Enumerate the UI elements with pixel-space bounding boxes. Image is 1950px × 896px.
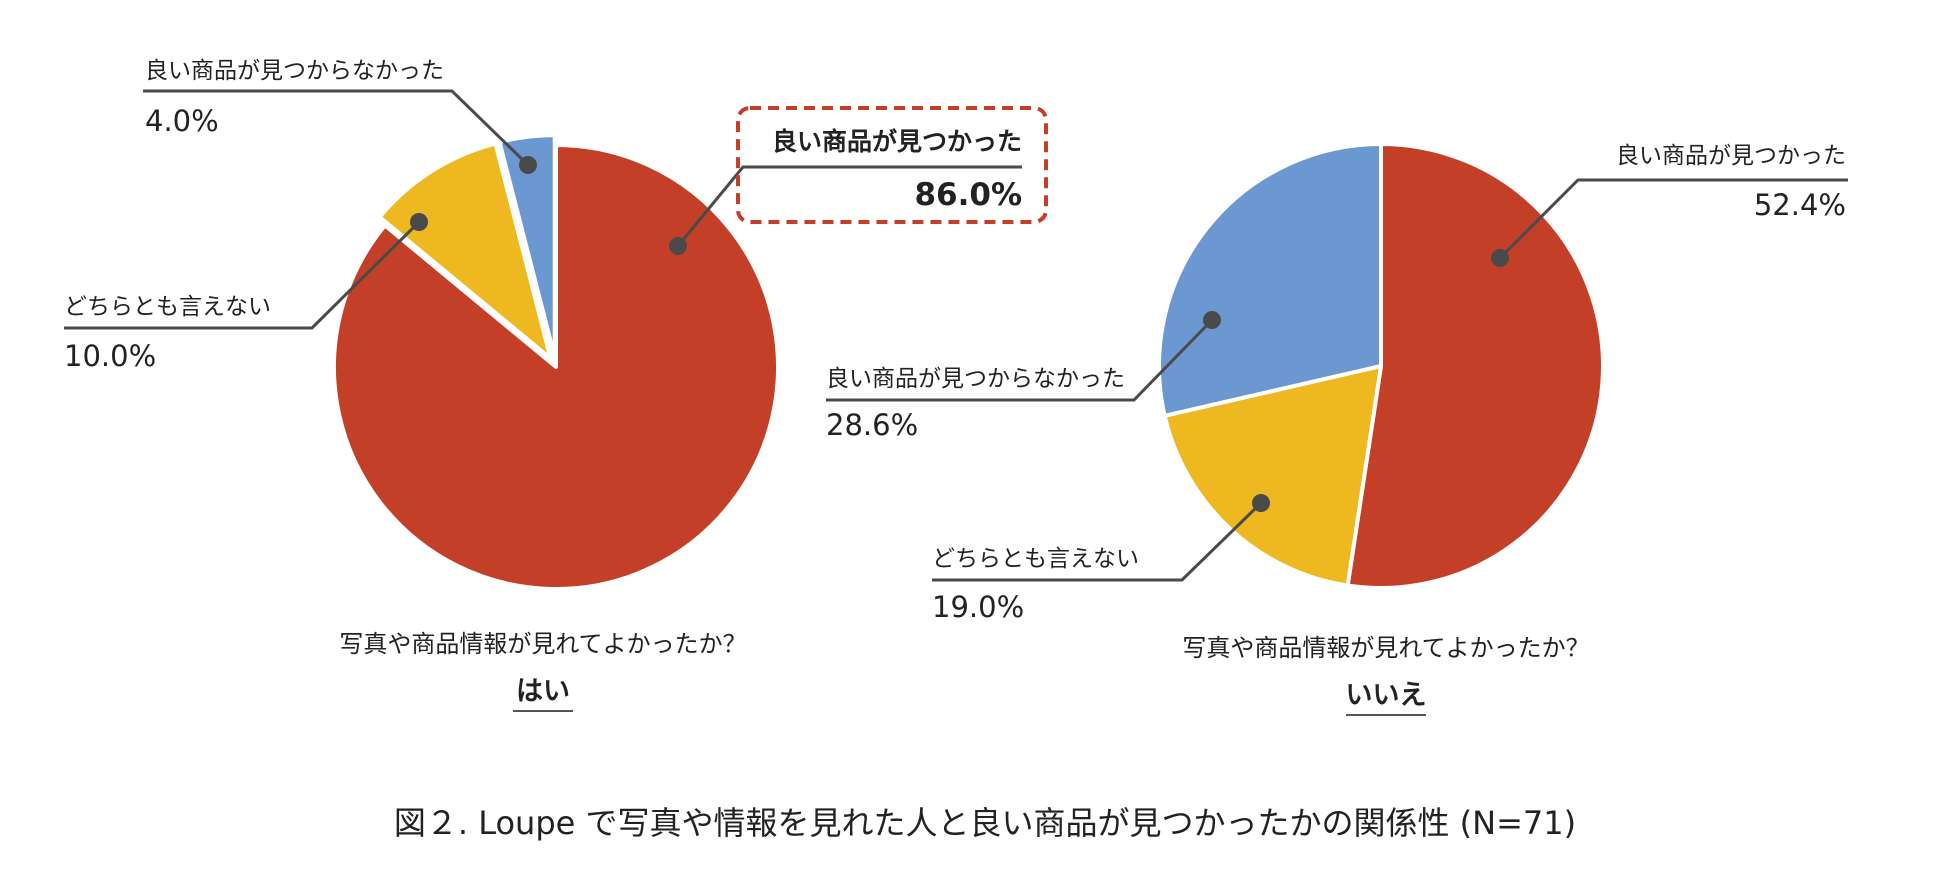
question-yes: 写真や商品情報が見れてよかったか？ xyxy=(339,630,746,658)
slice-value-neutral-yes: 10.0% xyxy=(64,339,156,373)
slice-label-neutral-yes: どちらとも言えない xyxy=(64,294,271,320)
slice-label-found-no: 良い商品が見つかった xyxy=(1616,143,1846,169)
pie-slice-found-no xyxy=(1345,142,1605,590)
highlight-box xyxy=(736,106,1048,224)
pie-slice-notfound-no xyxy=(1157,142,1383,418)
leader-dot-found-yes xyxy=(669,237,687,255)
answer-yes: はい xyxy=(516,676,570,707)
slice-label-notfound-yes: 良い商品が見つからなかった xyxy=(145,58,444,84)
leader-lines-no xyxy=(826,178,1848,582)
slice-value-found-yes: 86.0% xyxy=(914,177,1022,213)
leader-dot-neutral-yes xyxy=(410,213,428,231)
pie-slice-neutral-no xyxy=(1162,364,1383,588)
leader-line-neutral-no xyxy=(932,501,1263,582)
leader-dot-notfound-no xyxy=(1203,311,1221,329)
question-no: 写真や商品情報が見れてよかったか？ xyxy=(1182,634,1589,662)
slice-value-notfound-yes: 4.0% xyxy=(145,104,219,138)
answer-no: いいえ xyxy=(1346,680,1427,711)
leader-line-notfound-yes xyxy=(143,89,530,167)
leader-lines-yes xyxy=(64,89,1022,330)
pie-chart-yes xyxy=(332,133,780,591)
leader-dot-notfound-yes xyxy=(519,156,537,174)
pie-slice-notfound-yes xyxy=(497,133,557,360)
slice-value-neutral-no: 19.0% xyxy=(932,590,1024,624)
slice-label-notfound-no: 良い商品が見つからなかった xyxy=(826,366,1125,392)
pie-slice-neutral-yes xyxy=(377,141,553,361)
slice-label-neutral-no: どちらとも言えない xyxy=(932,546,1139,572)
leader-line-found-no xyxy=(1498,178,1848,260)
slice-value-found-no: 52.4% xyxy=(1754,188,1846,222)
leader-dot-neutral-no xyxy=(1252,494,1270,512)
leader-line-neutral-yes xyxy=(64,220,421,330)
slice-label-found-yes: 良い商品が見つかった xyxy=(772,127,1022,156)
pie-chart-no xyxy=(1157,142,1605,590)
pie-slice-found-yes xyxy=(332,143,780,591)
leader-dot-found-no xyxy=(1491,249,1509,267)
slice-value-notfound-no: 28.6% xyxy=(826,408,918,442)
leader-line-notfound-no xyxy=(826,318,1214,402)
leader-line-found-yes xyxy=(676,165,1022,247)
figure-caption: 図２. Loupe で写真や情報を見れた人と良い商品が見つかったかの関係性 (N… xyxy=(394,804,1576,842)
